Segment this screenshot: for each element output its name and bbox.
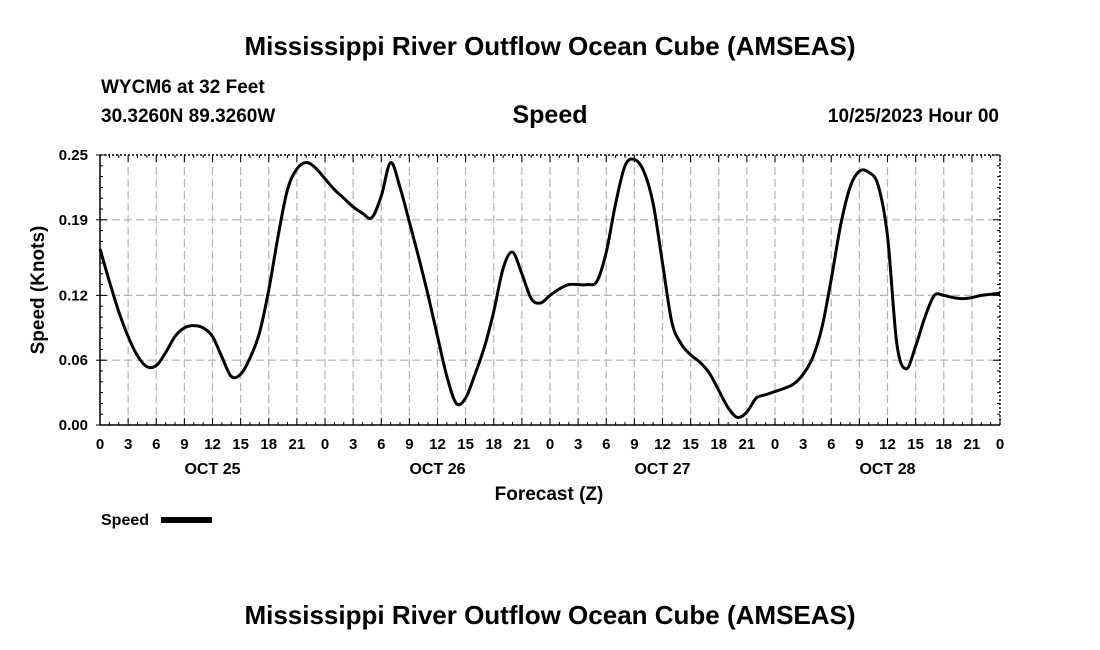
x-tick-label: 6	[827, 436, 835, 453]
x-tick-label: 18	[260, 436, 277, 453]
x-tick-label: 15	[907, 436, 924, 453]
x-tick-label: 18	[710, 436, 727, 453]
x-tick-label: 18	[935, 436, 952, 453]
x-axis-label: Forecast (Z)	[495, 484, 604, 505]
x-tick-label: 6	[152, 436, 160, 453]
chart-subtitle: Speed	[512, 101, 588, 129]
x-tick-label: 12	[654, 436, 671, 453]
y-tick-label: 0.19	[59, 212, 88, 229]
station-coordinates: 30.3260N 89.3260W	[101, 106, 276, 127]
x-tick-label: 21	[739, 436, 756, 453]
x-tick-label: 6	[377, 436, 385, 453]
y-tick-label: 0.25	[59, 147, 88, 164]
x-tick-label: 12	[429, 436, 446, 453]
x-tick-label: 9	[855, 436, 863, 453]
x-tick-label: 9	[180, 436, 188, 453]
x-tick-label: 3	[799, 436, 807, 453]
x-tick-label: 21	[514, 436, 531, 453]
x-tick-label: 21	[964, 436, 981, 453]
date-label: OCT 25	[184, 461, 240, 478]
x-tick-label: 0	[771, 436, 779, 453]
x-tick-label: 0	[321, 436, 329, 453]
y-tick-label: 0.12	[59, 287, 88, 304]
x-tick-label: 9	[405, 436, 413, 453]
date-label: OCT 27	[634, 461, 690, 478]
forecast-timestamp: 10/25/2023 Hour 00	[827, 106, 999, 127]
date-label: OCT 26	[409, 461, 465, 478]
axes	[96, 154, 1001, 426]
x-tick-label: 0	[996, 436, 1004, 453]
x-tick-label: 0	[96, 436, 104, 453]
x-tick-label: 15	[457, 436, 474, 453]
x-tick-label: 12	[879, 436, 896, 453]
x-tick-label: 15	[232, 436, 249, 453]
x-tick-label: 9	[630, 436, 638, 453]
x-tick-label: 3	[574, 436, 582, 453]
y-axis-label: Speed (Knots)	[28, 226, 49, 355]
x-tick-label: 6	[602, 436, 610, 453]
x-tick-label: 12	[204, 436, 221, 453]
x-tick-label: 15	[682, 436, 699, 453]
series-line-speed	[98, 157, 1001, 420]
x-tick-label: 21	[289, 436, 306, 453]
station-label: WYCM6 at 32 Feet	[101, 77, 265, 98]
x-tick-label: 18	[485, 436, 502, 453]
date-label: OCT 28	[859, 461, 915, 478]
chart-title-bottom: Mississippi River Outflow Ocean Cube (AM…	[244, 600, 856, 630]
y-tick-label: 0.06	[59, 352, 88, 369]
grid	[100, 155, 1000, 425]
chart-title-top: Mississippi River Outflow Ocean Cube (AM…	[244, 31, 856, 61]
y-tick-label: 0.00	[59, 417, 88, 434]
x-tick-label: 3	[349, 436, 357, 453]
legend-label: Speed	[101, 512, 149, 529]
x-tick-label: 0	[546, 436, 554, 453]
x-tick-label: 3	[124, 436, 132, 453]
legend-swatch	[161, 517, 212, 523]
series-layer	[98, 157, 1001, 420]
tick-labels: 0 3 6 9 12 15 18 21 0 3 6 9 12 15 18 21 0 3 6 9 12 15 18 21 0 3 6 9…	[59, 147, 1004, 478]
